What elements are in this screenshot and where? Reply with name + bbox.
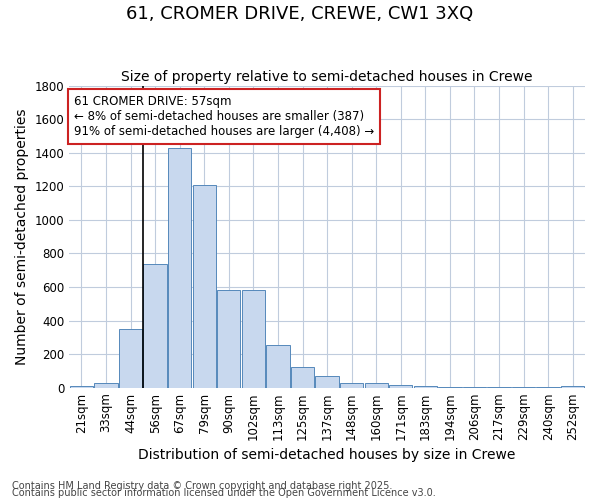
Text: Contains public sector information licensed under the Open Government Licence v3: Contains public sector information licen…: [12, 488, 436, 498]
Bar: [463, 387, 486, 388]
Bar: [291, 366, 314, 388]
Title: Size of property relative to semi-detached houses in Crewe: Size of property relative to semi-detach…: [121, 70, 533, 85]
Bar: [316, 376, 339, 388]
Bar: [413, 386, 437, 388]
Bar: [217, 290, 241, 388]
Bar: [561, 386, 584, 388]
Bar: [193, 184, 216, 388]
Bar: [94, 382, 118, 388]
Y-axis label: Number of semi-detached properties: Number of semi-detached properties: [15, 108, 29, 365]
Bar: [70, 386, 93, 388]
Bar: [266, 345, 290, 388]
Bar: [242, 290, 265, 388]
Text: 61 CROMER DRIVE: 57sqm
← 8% of semi-detached houses are smaller (387)
91% of sem: 61 CROMER DRIVE: 57sqm ← 8% of semi-deta…: [74, 94, 374, 138]
Bar: [143, 264, 167, 388]
Bar: [168, 148, 191, 388]
Bar: [389, 384, 412, 388]
Bar: [119, 329, 142, 388]
X-axis label: Distribution of semi-detached houses by size in Crewe: Distribution of semi-detached houses by …: [139, 448, 516, 462]
Bar: [340, 382, 364, 388]
Bar: [438, 387, 461, 388]
Text: 61, CROMER DRIVE, CREWE, CW1 3XQ: 61, CROMER DRIVE, CREWE, CW1 3XQ: [127, 5, 473, 23]
Bar: [536, 387, 560, 388]
Bar: [365, 384, 388, 388]
Bar: [487, 387, 511, 388]
Text: Contains HM Land Registry data © Crown copyright and database right 2025.: Contains HM Land Registry data © Crown c…: [12, 481, 392, 491]
